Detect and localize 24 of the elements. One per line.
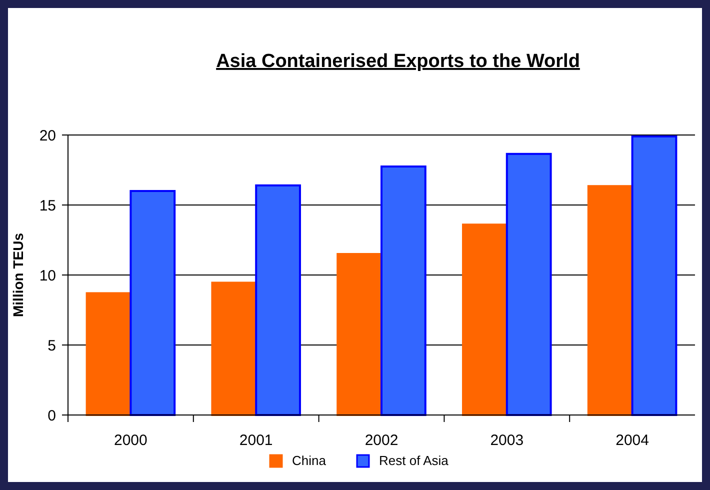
y-axis-title: Million TEUs <box>10 232 26 317</box>
x-tick-label: 2001 <box>239 432 273 449</box>
y-tick-label: 5 <box>48 337 56 354</box>
x-tick-label: 2004 <box>616 432 649 449</box>
bar <box>130 190 176 416</box>
bar <box>211 282 258 416</box>
bar <box>380 166 426 416</box>
y-tick-label: 0 <box>48 407 56 424</box>
y-tick-label: 15 <box>39 197 56 214</box>
x-tick-label: 2000 <box>114 432 148 449</box>
bar <box>631 135 678 416</box>
bar <box>587 185 634 416</box>
y-tick-label: 20 <box>39 127 56 144</box>
bar <box>86 292 132 416</box>
chart-title: Asia Containerised Exports to the World <box>216 51 580 72</box>
legend-label: China <box>292 453 327 468</box>
x-tick-label: 2003 <box>490 432 524 449</box>
legend-label: Rest of Asia <box>379 453 450 468</box>
x-tick-label: 2002 <box>364 432 398 449</box>
y-tick-label: 10 <box>39 267 56 284</box>
bar <box>255 184 301 416</box>
bar <box>336 253 382 416</box>
bar <box>506 152 552 416</box>
bar <box>462 224 508 416</box>
